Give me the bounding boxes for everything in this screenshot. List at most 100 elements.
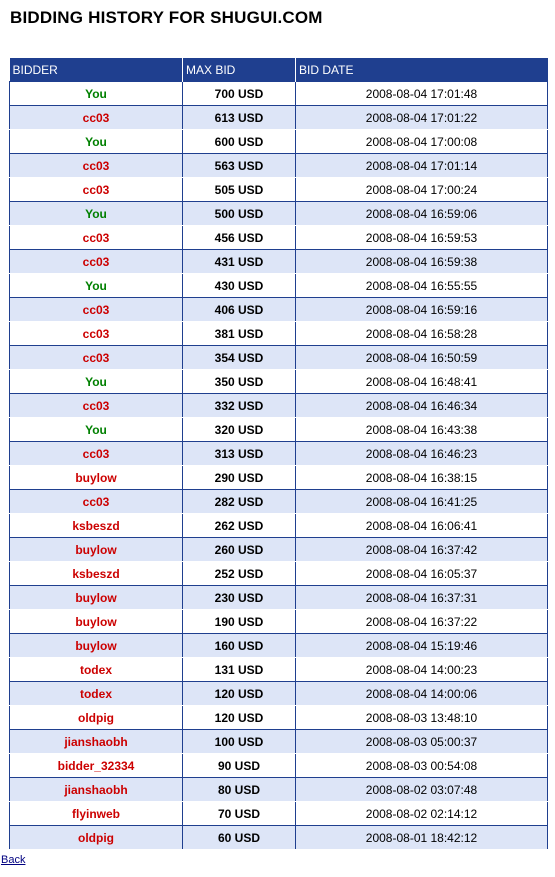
bid-date-cell: 2008-08-04 16:46:34 — [295, 393, 548, 418]
bidder-cell: buylow — [9, 633, 183, 658]
bid-date-cell: 2008-08-04 16:50:59 — [295, 345, 548, 370]
table-row: jianshaobh 100 USD 2008-08-03 05:00:37 — [9, 729, 548, 754]
bid-date-cell: 2008-08-04 16:37:42 — [295, 537, 548, 562]
max-bid-cell: 100 USD — [182, 729, 296, 754]
page-title: BIDDING HISTORY FOR SHUGUI.COM — [10, 8, 323, 27]
bidder-cell: cc03 — [9, 249, 183, 274]
table-row: cc03 431 USD 2008-08-04 16:59:38 — [9, 249, 548, 274]
bid-date-cell: 2008-08-04 16:46:23 — [295, 441, 548, 466]
max-bid-cell: 320 USD — [182, 417, 296, 442]
max-bid-cell: 70 USD — [182, 801, 296, 826]
table-row: You 700 USD 2008-08-04 17:01:48 — [9, 81, 548, 106]
bidder-cell: cc03 — [9, 321, 183, 346]
bidder-cell: ksbeszd — [9, 561, 183, 586]
max-bid-cell: 190 USD — [182, 609, 296, 634]
bidder-cell: You — [9, 81, 183, 106]
max-bid-cell: 90 USD — [182, 753, 296, 778]
bid-date-cell: 2008-08-02 03:07:48 — [295, 777, 548, 802]
bidder-cell: jianshaobh — [9, 729, 183, 754]
bid-date-cell: 2008-08-04 14:00:23 — [295, 657, 548, 682]
bidder-cell: buylow — [9, 465, 183, 490]
max-bid-cell: 260 USD — [182, 537, 296, 562]
table-row: buylow 230 USD 2008-08-04 16:37:31 — [9, 585, 548, 610]
table-row: You 430 USD 2008-08-04 16:55:55 — [9, 273, 548, 298]
table-row: flyinweb 70 USD 2008-08-02 02:14:12 — [9, 801, 548, 826]
max-bid-cell: 430 USD — [182, 273, 296, 298]
bid-date-cell: 2008-08-01 18:42:12 — [295, 825, 548, 850]
bid-date-cell: 2008-08-04 16:59:38 — [295, 249, 548, 274]
back-link[interactable]: Back — [1, 854, 26, 866]
table-row: ksbeszd 262 USD 2008-08-04 16:06:41 — [9, 513, 548, 538]
max-bid-cell: 613 USD — [182, 105, 296, 130]
table-row: cc03 313 USD 2008-08-04 16:46:23 — [9, 441, 548, 466]
bidder-cell: You — [9, 273, 183, 298]
column-header-max-bid: MAX BID — [182, 58, 296, 82]
max-bid-cell: 160 USD — [182, 633, 296, 658]
max-bid-cell: 230 USD — [182, 585, 296, 610]
bid-date-cell: 2008-08-04 16:58:28 — [295, 321, 548, 346]
bid-history-table: BIDDER MAX BID BID DATE You 700 USD 2008-0… — [9, 58, 548, 850]
bid-date-cell: 2008-08-04 16:37:22 — [295, 609, 548, 634]
bidder-cell: bidder_32334 — [9, 753, 183, 778]
table-row: buylow 190 USD 2008-08-04 16:37:22 — [9, 609, 548, 634]
bid-date-cell: 2008-08-04 16:38:15 — [295, 465, 548, 490]
bid-date-cell: 2008-08-04 15:19:46 — [295, 633, 548, 658]
bidder-cell: You — [9, 369, 183, 394]
bidder-cell: todex — [9, 657, 183, 682]
bid-date-cell: 2008-08-04 16:55:55 — [295, 273, 548, 298]
max-bid-cell: 456 USD — [182, 225, 296, 250]
bidder-cell: cc03 — [9, 153, 183, 178]
max-bid-cell: 120 USD — [182, 705, 296, 730]
table-row: todex 120 USD 2008-08-04 14:00:06 — [9, 681, 548, 706]
bidder-cell: You — [9, 417, 183, 442]
table-row: bidder_32334 90 USD 2008-08-03 00:54:08 — [9, 753, 548, 778]
table-row: cc03 456 USD 2008-08-04 16:59:53 — [9, 225, 548, 250]
bid-date-cell: 2008-08-04 16:06:41 — [295, 513, 548, 538]
max-bid-cell: 131 USD — [182, 657, 296, 682]
table-row: buylow 260 USD 2008-08-04 16:37:42 — [9, 537, 548, 562]
bid-date-cell: 2008-08-04 16:05:37 — [295, 561, 548, 586]
max-bid-cell: 262 USD — [182, 513, 296, 538]
table-row: You 320 USD 2008-08-04 16:43:38 — [9, 417, 548, 442]
max-bid-cell: 563 USD — [182, 153, 296, 178]
bid-date-cell: 2008-08-03 00:54:08 — [295, 753, 548, 778]
max-bid-cell: 60 USD — [182, 825, 296, 850]
table-row: You 350 USD 2008-08-04 16:48:41 — [9, 369, 548, 394]
bidder-cell: cc03 — [9, 297, 183, 322]
table-row: cc03 282 USD 2008-08-04 16:41:25 — [9, 489, 548, 514]
bid-date-cell: 2008-08-04 16:43:38 — [295, 417, 548, 442]
bidder-cell: buylow — [9, 585, 183, 610]
bidder-cell: cc03 — [9, 345, 183, 370]
bidder-cell: cc03 — [9, 105, 183, 130]
table-row: cc03 381 USD 2008-08-04 16:58:28 — [9, 321, 548, 346]
max-bid-cell: 332 USD — [182, 393, 296, 418]
max-bid-cell: 80 USD — [182, 777, 296, 802]
table-row: cc03 613 USD 2008-08-04 17:01:22 — [9, 105, 548, 130]
bidder-cell: cc03 — [9, 489, 183, 514]
max-bid-cell: 431 USD — [182, 249, 296, 274]
bidder-cell: ksbeszd — [9, 513, 183, 538]
bidder-cell: buylow — [9, 537, 183, 562]
max-bid-cell: 290 USD — [182, 465, 296, 490]
max-bid-cell: 282 USD — [182, 489, 296, 514]
table-row: cc03 563 USD 2008-08-04 17:01:14 — [9, 153, 548, 178]
max-bid-cell: 600 USD — [182, 129, 296, 154]
max-bid-cell: 500 USD — [182, 201, 296, 226]
table-row: jianshaobh 80 USD 2008-08-02 03:07:48 — [9, 777, 548, 802]
bid-date-cell: 2008-08-04 16:59:06 — [295, 201, 548, 226]
table-header-row: BIDDER MAX BID BID DATE — [9, 58, 548, 82]
table-row: todex 131 USD 2008-08-04 14:00:23 — [9, 657, 548, 682]
max-bid-cell: 354 USD — [182, 345, 296, 370]
bid-date-cell: 2008-08-04 17:01:48 — [295, 81, 548, 106]
bidder-cell: You — [9, 201, 183, 226]
bidder-cell: flyinweb — [9, 801, 183, 826]
table-row: You 500 USD 2008-08-04 16:59:06 — [9, 201, 548, 226]
bid-date-cell: 2008-08-04 17:00:24 — [295, 177, 548, 202]
bid-date-cell: 2008-08-04 16:59:53 — [295, 225, 548, 250]
bid-date-cell: 2008-08-04 17:00:08 — [295, 129, 548, 154]
table-row: buylow 160 USD 2008-08-04 15:19:46 — [9, 633, 548, 658]
bid-date-cell: 2008-08-04 16:41:25 — [295, 489, 548, 514]
max-bid-cell: 406 USD — [182, 297, 296, 322]
max-bid-cell: 350 USD — [182, 369, 296, 394]
bid-date-cell: 2008-08-04 16:48:41 — [295, 369, 548, 394]
